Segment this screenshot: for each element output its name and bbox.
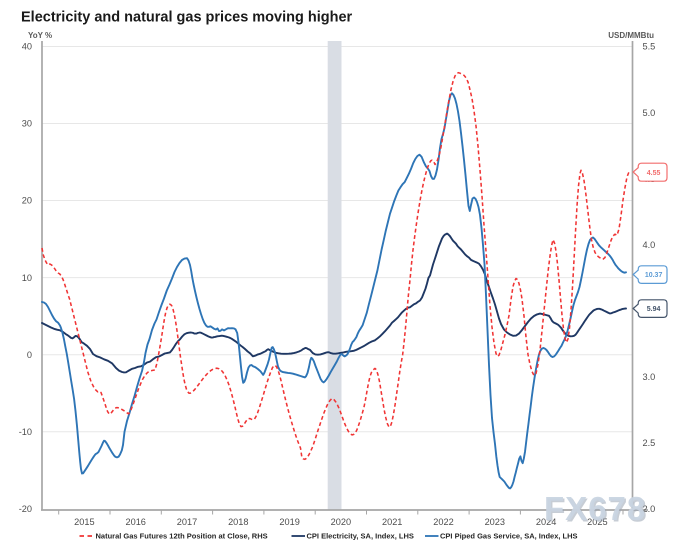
svg-text:10: 10	[22, 273, 32, 283]
svg-text:2.0: 2.0	[643, 504, 656, 514]
svg-text:40: 40	[22, 42, 32, 52]
svg-text:2015: 2015	[74, 517, 94, 527]
svg-text:-10: -10	[19, 427, 32, 437]
svg-text:2025: 2025	[587, 517, 607, 527]
svg-text:5.94: 5.94	[647, 306, 661, 313]
svg-text:2016: 2016	[125, 517, 145, 527]
svg-text:Electricity and natural gas pr: Electricity and natural gas prices movin…	[21, 10, 353, 26]
svg-text:2021: 2021	[382, 517, 402, 527]
svg-text:USD/MMBtu: USD/MMBtu	[608, 31, 654, 40]
svg-text:4.55: 4.55	[647, 170, 661, 177]
svg-text:2017: 2017	[177, 517, 197, 527]
svg-text:CPI Electricity, SA, Index, LH: CPI Electricity, SA, Index, LHS	[307, 532, 414, 541]
svg-text:FX678: FX678	[546, 492, 648, 529]
svg-text:2019: 2019	[279, 517, 299, 527]
svg-text:10.37: 10.37	[645, 272, 663, 279]
svg-text:30: 30	[22, 119, 32, 129]
svg-text:2018: 2018	[228, 517, 248, 527]
svg-text:5.5: 5.5	[643, 42, 656, 52]
svg-text:5.0: 5.0	[643, 108, 656, 118]
svg-text:20: 20	[22, 196, 32, 206]
svg-text:2.5: 2.5	[643, 438, 656, 448]
svg-text:FX678: FX678	[544, 490, 646, 527]
svg-text:2023: 2023	[485, 517, 505, 527]
svg-text:0: 0	[27, 350, 32, 360]
svg-text:2024: 2024	[536, 517, 556, 527]
svg-text:2020: 2020	[331, 517, 351, 527]
svg-text:2022: 2022	[433, 517, 453, 527]
svg-text:CPI Piped Gas Service, SA, Ind: CPI Piped Gas Service, SA, Index, LHS	[440, 532, 578, 541]
svg-text:-20: -20	[19, 504, 32, 514]
svg-text:YoY %: YoY %	[28, 31, 52, 40]
svg-text:4.0: 4.0	[643, 240, 656, 250]
svg-text:Natural Gas Futures 12th Posit: Natural Gas Futures 12th Position at Clo…	[96, 532, 268, 541]
svg-text:3.0: 3.0	[643, 372, 656, 382]
